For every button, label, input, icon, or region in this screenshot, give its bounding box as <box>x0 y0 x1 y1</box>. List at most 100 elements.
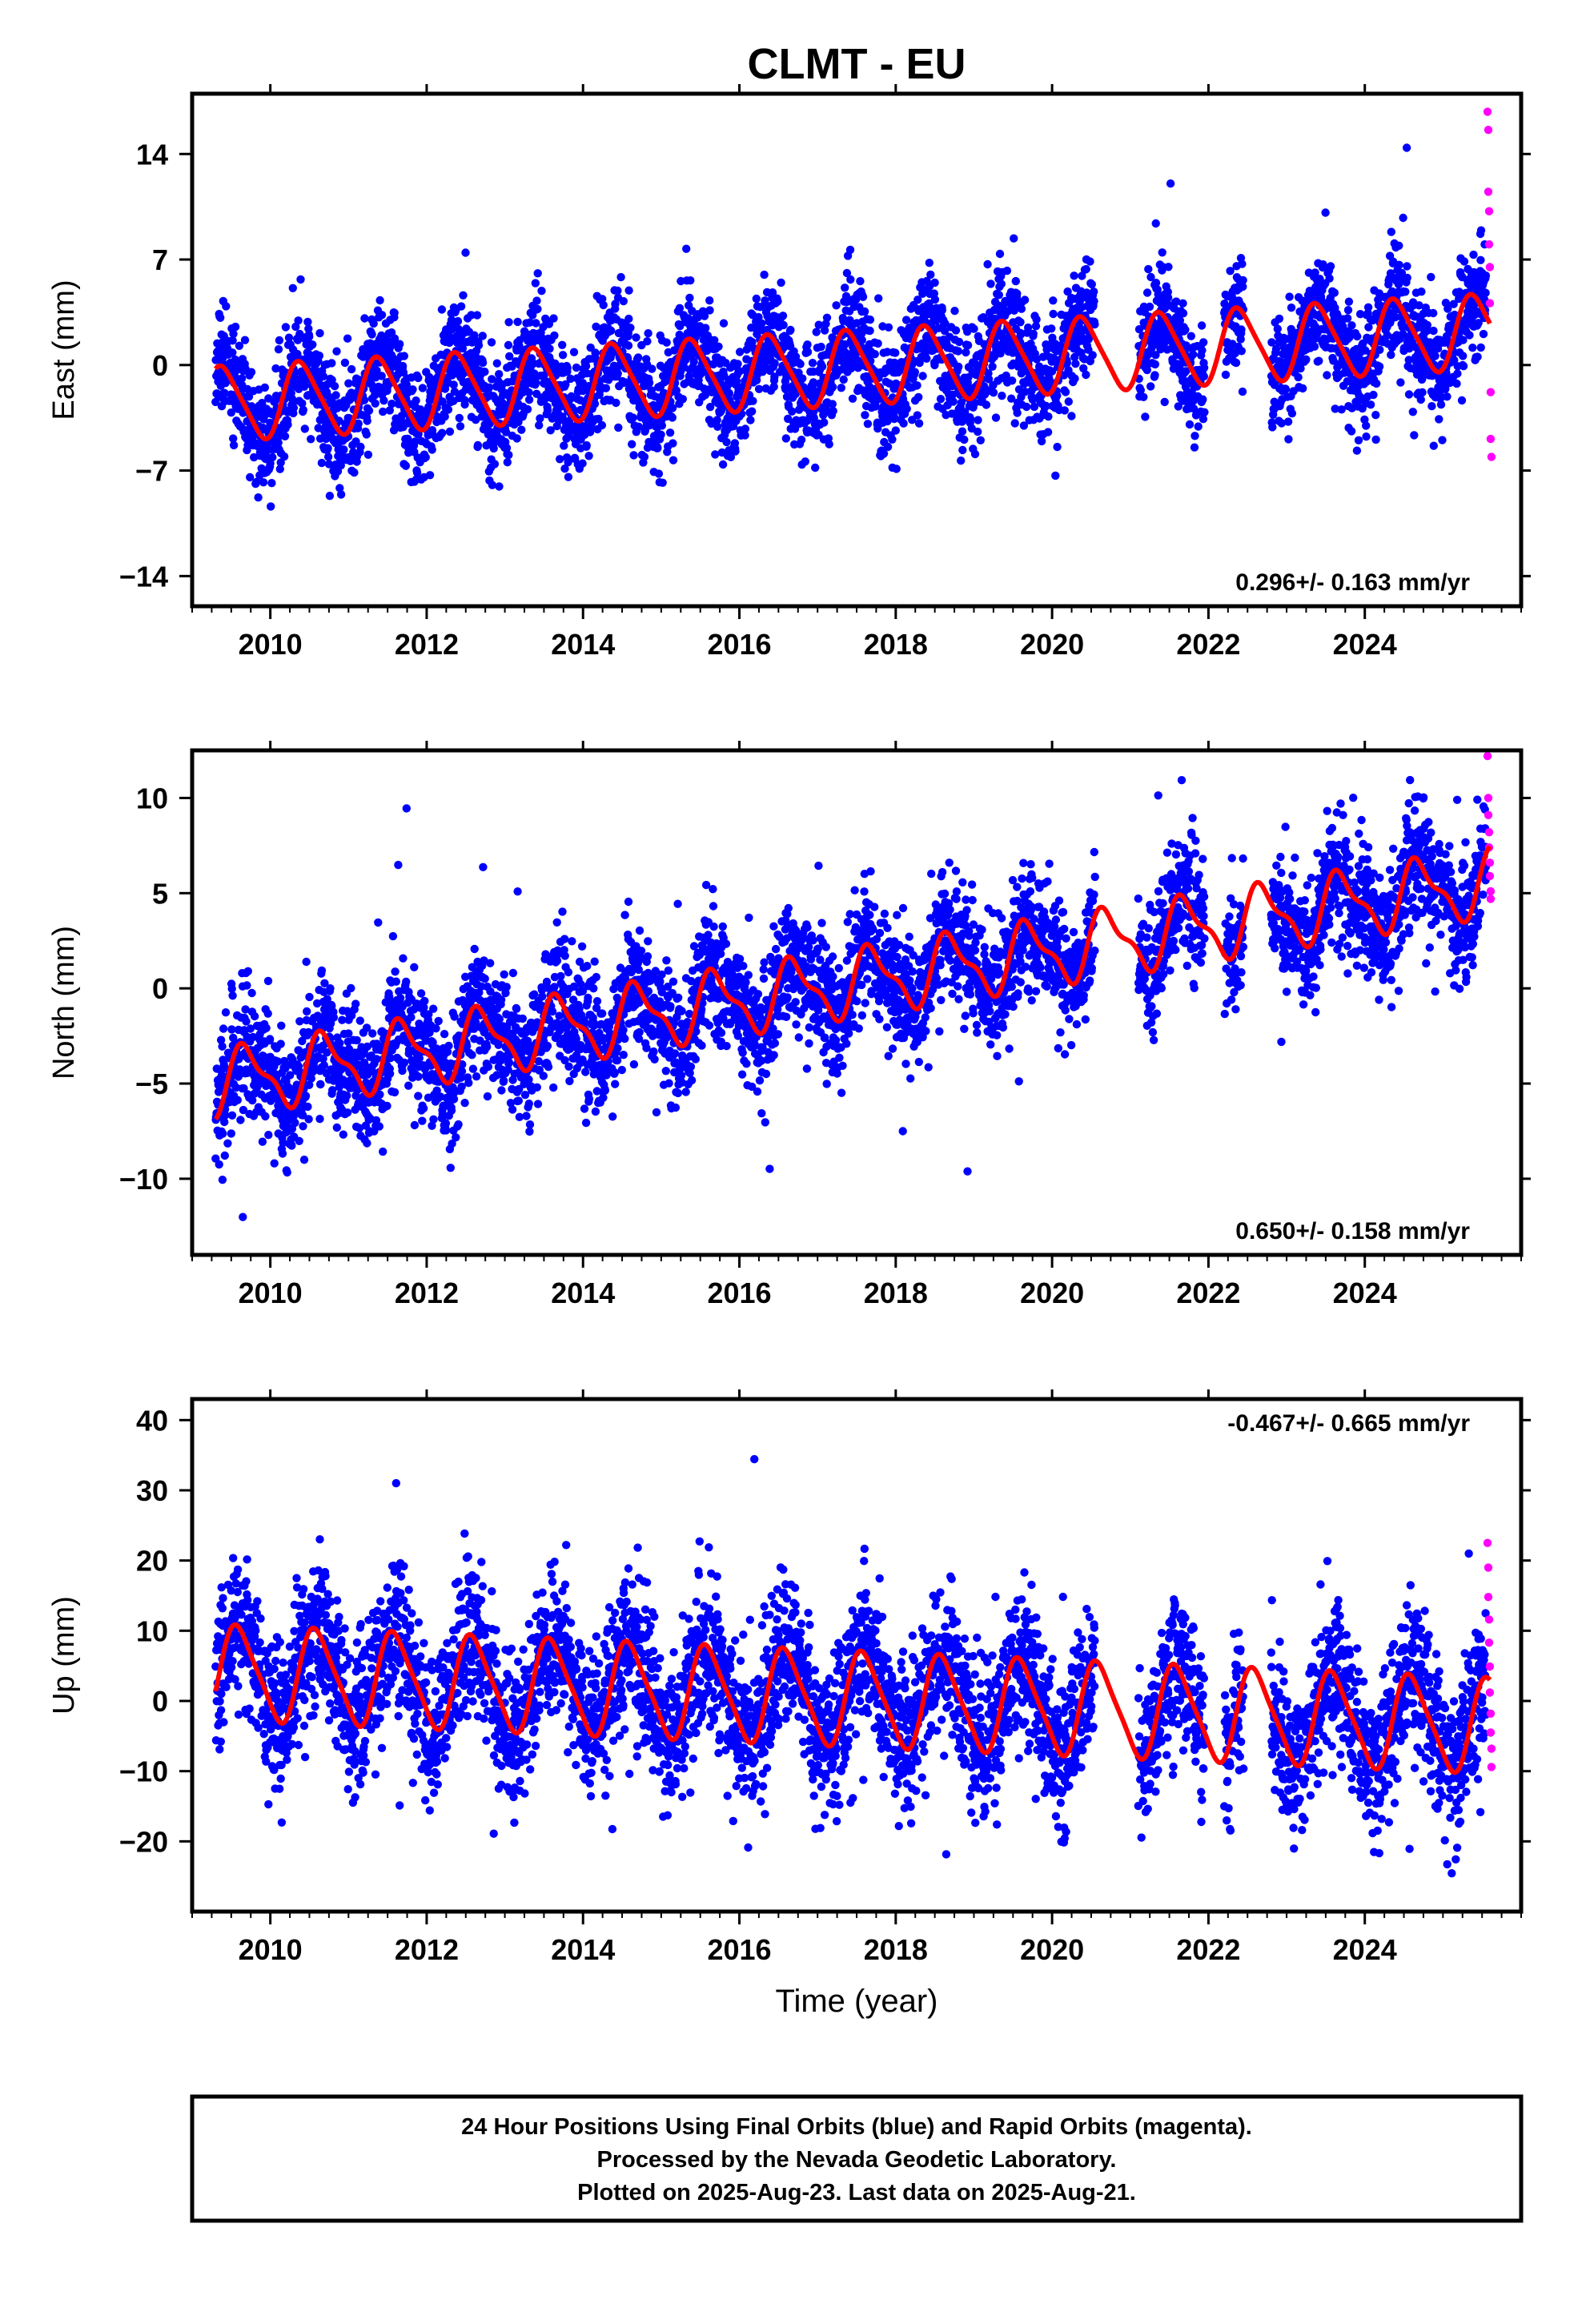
final-orbit-point <box>315 1115 324 1124</box>
final-orbit-point <box>546 426 555 435</box>
east-panel: 2010 2012 2014 2016 2018 2020 2022 2024−14−7071… <box>47 84 1531 661</box>
final-orbit-point <box>1021 388 1030 396</box>
final-orbit-point <box>315 328 324 338</box>
final-orbit-point <box>276 458 285 467</box>
final-orbit-point <box>1182 367 1191 376</box>
final-orbit-point <box>714 342 723 351</box>
final-orbit-point <box>1275 314 1284 324</box>
final-orbit-point <box>376 383 385 392</box>
final-orbit-point <box>1174 402 1183 411</box>
final-orbit-point <box>227 1111 237 1120</box>
final-orbit-point <box>298 399 307 408</box>
final-orbit-point <box>237 374 247 383</box>
final-orbit-point <box>865 316 875 324</box>
final-orbit-point <box>1347 321 1356 330</box>
rapid-orbit-point <box>1485 299 1495 308</box>
final-orbit-point <box>841 283 849 292</box>
final-orbit-point <box>601 384 611 392</box>
final-orbit-point <box>686 276 695 285</box>
final-orbit-point <box>343 1108 352 1117</box>
final-orbit-point <box>1198 346 1207 355</box>
rapid-orbit-point <box>1484 187 1493 196</box>
final-orbit-point <box>350 468 359 477</box>
final-orbit-point <box>513 317 522 327</box>
final-orbit-point <box>1457 396 1467 405</box>
final-orbit-point <box>229 329 238 339</box>
final-orbit-point <box>746 416 755 424</box>
final-orbit-point <box>299 1122 307 1131</box>
final-orbit-point <box>582 440 591 450</box>
final-orbit-point <box>1387 350 1395 360</box>
final-orbit-point <box>1160 397 1169 407</box>
final-orbit-point <box>1239 282 1247 292</box>
final-orbit-point <box>1410 431 1419 440</box>
final-orbit-point <box>870 350 880 359</box>
final-orbit-point <box>754 312 763 322</box>
final-orbit-point <box>1427 272 1435 282</box>
final-orbit-point <box>1030 402 1039 412</box>
final-orbit-point <box>1142 288 1152 297</box>
final-orbit-point <box>779 320 788 330</box>
final-orbit-point <box>399 368 408 377</box>
final-orbit-point <box>1002 266 1012 275</box>
y-tick-label: 14 <box>136 138 168 171</box>
final-orbit-point <box>1013 408 1022 417</box>
final-orbit-point <box>1281 384 1291 394</box>
final-orbit-point <box>796 360 805 368</box>
final-orbit-point <box>474 341 484 350</box>
final-orbit-point <box>1049 296 1058 305</box>
final-orbit-point <box>936 395 946 404</box>
final-orbit-point <box>733 360 742 368</box>
final-orbit-point <box>363 450 373 459</box>
north-panel: 2010 2012 2014 2016 2018 2020 2022 2024−10−5051… <box>47 741 1531 1309</box>
plot-area <box>211 107 1496 511</box>
final-orbit-point <box>335 416 343 425</box>
final-orbit-point <box>371 399 379 408</box>
final-orbit-point <box>797 436 806 444</box>
final-orbit-point <box>455 413 464 423</box>
final-orbit-point <box>1418 388 1427 397</box>
final-orbit-point <box>332 347 341 356</box>
final-orbit-point <box>1326 262 1335 271</box>
final-orbit-point <box>254 493 263 502</box>
final-orbit-point <box>839 375 848 384</box>
final-orbit-point <box>1363 303 1373 312</box>
final-orbit-point <box>299 405 307 414</box>
final-orbit-point <box>757 319 766 328</box>
final-orbit-point <box>532 319 540 328</box>
final-orbit-point <box>1144 264 1153 274</box>
final-orbit-point <box>1070 271 1078 280</box>
final-orbit-point <box>1189 350 1198 359</box>
final-orbit-point <box>1371 411 1380 420</box>
final-orbit-point <box>414 373 423 383</box>
final-orbit-point <box>327 359 336 368</box>
final-orbit-point <box>566 374 575 384</box>
final-orbit-point <box>958 445 967 455</box>
final-orbit-point <box>450 388 460 396</box>
final-orbit-point <box>628 440 636 448</box>
final-orbit-point <box>1190 443 1199 452</box>
rapid-orbit-point <box>1485 263 1495 271</box>
final-orbit-point <box>1479 329 1488 339</box>
final-orbit-point <box>1086 257 1094 266</box>
x-tick-label: 2018 <box>864 628 928 661</box>
final-orbit-point <box>1141 412 1150 421</box>
final-orbit-point <box>976 436 986 444</box>
final-orbit-point <box>278 1149 287 1158</box>
final-orbit-point <box>857 336 867 344</box>
y-axis-label: East (mm) <box>47 279 81 420</box>
final-orbit-point <box>718 460 728 469</box>
final-orbit-point <box>228 336 237 345</box>
final-orbit-point <box>1145 302 1154 312</box>
final-orbit-point <box>828 400 837 408</box>
final-orbit-point <box>1431 352 1439 360</box>
final-orbit-point <box>1323 371 1331 380</box>
x-tick-label: 2024 <box>1333 628 1397 661</box>
final-orbit-point <box>558 340 567 349</box>
final-orbit-point <box>288 283 297 292</box>
final-orbit-point <box>788 407 797 416</box>
final-orbit-point <box>243 981 251 990</box>
final-orbit-point <box>656 430 665 439</box>
final-orbit-point <box>989 388 998 397</box>
final-orbit-point <box>1146 272 1155 282</box>
